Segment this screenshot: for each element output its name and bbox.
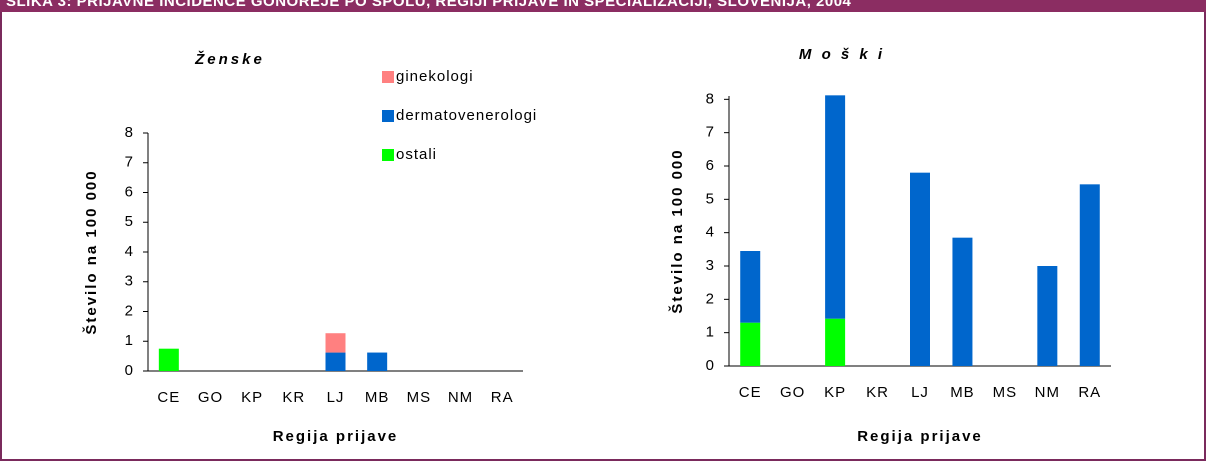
x-axis-title: Regija prijave (273, 428, 399, 445)
x-tick-label: KR (866, 384, 889, 401)
y-tick-label: 4 (125, 243, 134, 260)
legend-swatch (382, 149, 394, 161)
x-tick-label: LJ (911, 384, 929, 401)
bar-segment (367, 352, 388, 371)
y-tick-label: 1 (706, 324, 715, 341)
bar-segment (825, 95, 846, 319)
x-tick-label: GO (780, 384, 805, 401)
bar-segment (825, 318, 846, 366)
x-tick-label: CE (739, 384, 762, 401)
x-tick-label: NM (1035, 384, 1060, 401)
legend-label: dermatovenerologi (396, 107, 537, 124)
x-tick-label: GO (198, 389, 223, 406)
x-tick-label: NM (448, 389, 473, 406)
x-tick-label: MB (365, 389, 390, 406)
y-tick-label: 7 (706, 124, 715, 141)
y-tick-label: 3 (125, 273, 134, 290)
y-tick-label: 2 (125, 302, 134, 319)
bar-segment (158, 348, 179, 371)
y-tick-label: 1 (125, 332, 134, 349)
bar-segment (740, 322, 761, 366)
legend-label: ginekologi (396, 68, 474, 85)
x-tick-label: MS (407, 389, 432, 406)
bar-segment (1037, 266, 1058, 366)
y-tick-label: 6 (125, 183, 134, 200)
bar-segment (1079, 184, 1100, 366)
legend-swatch (382, 71, 394, 83)
bar-segment (325, 333, 346, 353)
header-bar (0, 0, 1206, 12)
chart-title: Ženske (194, 50, 265, 68)
y-tick-label: 8 (706, 90, 715, 107)
y-axis-title: Število na 100 000 (82, 169, 100, 334)
x-tick-label: KR (282, 389, 305, 406)
bar-segment (910, 172, 930, 366)
y-axis-title: Število na 100 000 (668, 148, 686, 313)
y-tick-label: 4 (706, 224, 715, 241)
bar-segment (952, 237, 973, 366)
x-tick-label: LJ (327, 389, 345, 406)
chart-title: M o š k i (799, 46, 885, 63)
y-tick-label: 7 (125, 154, 134, 171)
header-title: SLIKA 3: PRIJAVNE INCIDENCE GONOREJE PO … (6, 0, 852, 10)
bar-segment (740, 251, 761, 323)
y-tick-label: 2 (706, 290, 715, 307)
y-tick-label: 6 (706, 157, 715, 174)
x-axis-title: Regija prijave (857, 428, 983, 445)
x-tick-label: RA (1078, 384, 1101, 401)
x-tick-label: MB (950, 384, 975, 401)
y-tick-label: 5 (125, 213, 134, 230)
bar-segment (325, 352, 346, 371)
x-tick-label: MS (993, 384, 1018, 401)
legend-swatch (382, 110, 394, 122)
x-tick-label: CE (157, 389, 180, 406)
x-tick-label: RA (491, 389, 514, 406)
y-tick-label: 5 (706, 190, 715, 207)
y-tick-label: 8 (125, 124, 134, 141)
x-tick-label: KP (241, 389, 263, 406)
legend-label: ostali (396, 146, 437, 163)
y-tick-label: 0 (706, 357, 715, 374)
x-tick-label: KP (824, 384, 846, 401)
y-tick-label: 3 (706, 257, 715, 274)
y-tick-label: 0 (125, 362, 134, 379)
